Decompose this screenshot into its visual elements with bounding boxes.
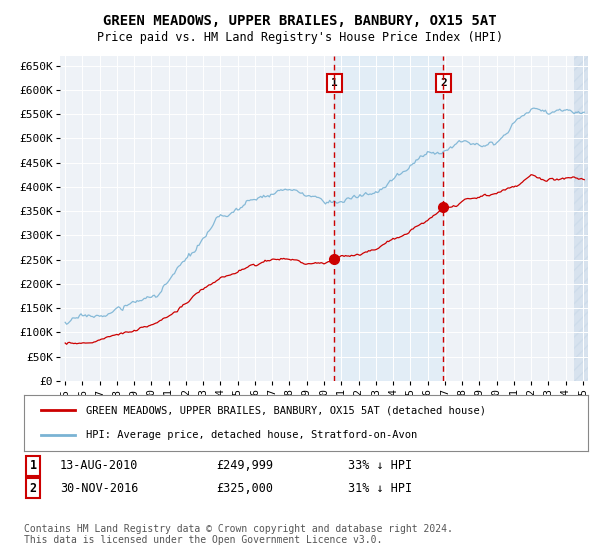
Text: 1: 1 xyxy=(29,459,37,473)
Bar xyxy=(334,56,443,381)
Text: GREEN MEADOWS, UPPER BRAILES, BANBURY, OX15 5AT (detached house): GREEN MEADOWS, UPPER BRAILES, BANBURY, O… xyxy=(86,405,486,416)
Bar xyxy=(574,56,596,381)
Text: 33% ↓ HPI: 33% ↓ HPI xyxy=(348,459,412,473)
Text: 2: 2 xyxy=(440,78,447,88)
Text: 13-AUG-2010: 13-AUG-2010 xyxy=(60,459,139,473)
Text: HPI: Average price, detached house, Stratford-on-Avon: HPI: Average price, detached house, Stra… xyxy=(86,430,417,440)
Text: 2: 2 xyxy=(29,482,37,495)
Text: 31% ↓ HPI: 31% ↓ HPI xyxy=(348,482,412,495)
Text: GREEN MEADOWS, UPPER BRAILES, BANBURY, OX15 5AT: GREEN MEADOWS, UPPER BRAILES, BANBURY, O… xyxy=(103,14,497,28)
Text: Contains HM Land Registry data © Crown copyright and database right 2024.
This d: Contains HM Land Registry data © Crown c… xyxy=(24,524,453,545)
Text: £249,999: £249,999 xyxy=(216,459,273,473)
Text: £325,000: £325,000 xyxy=(216,482,273,495)
Text: Price paid vs. HM Land Registry's House Price Index (HPI): Price paid vs. HM Land Registry's House … xyxy=(97,31,503,44)
Text: 1: 1 xyxy=(331,78,338,88)
Text: 30-NOV-2016: 30-NOV-2016 xyxy=(60,482,139,495)
